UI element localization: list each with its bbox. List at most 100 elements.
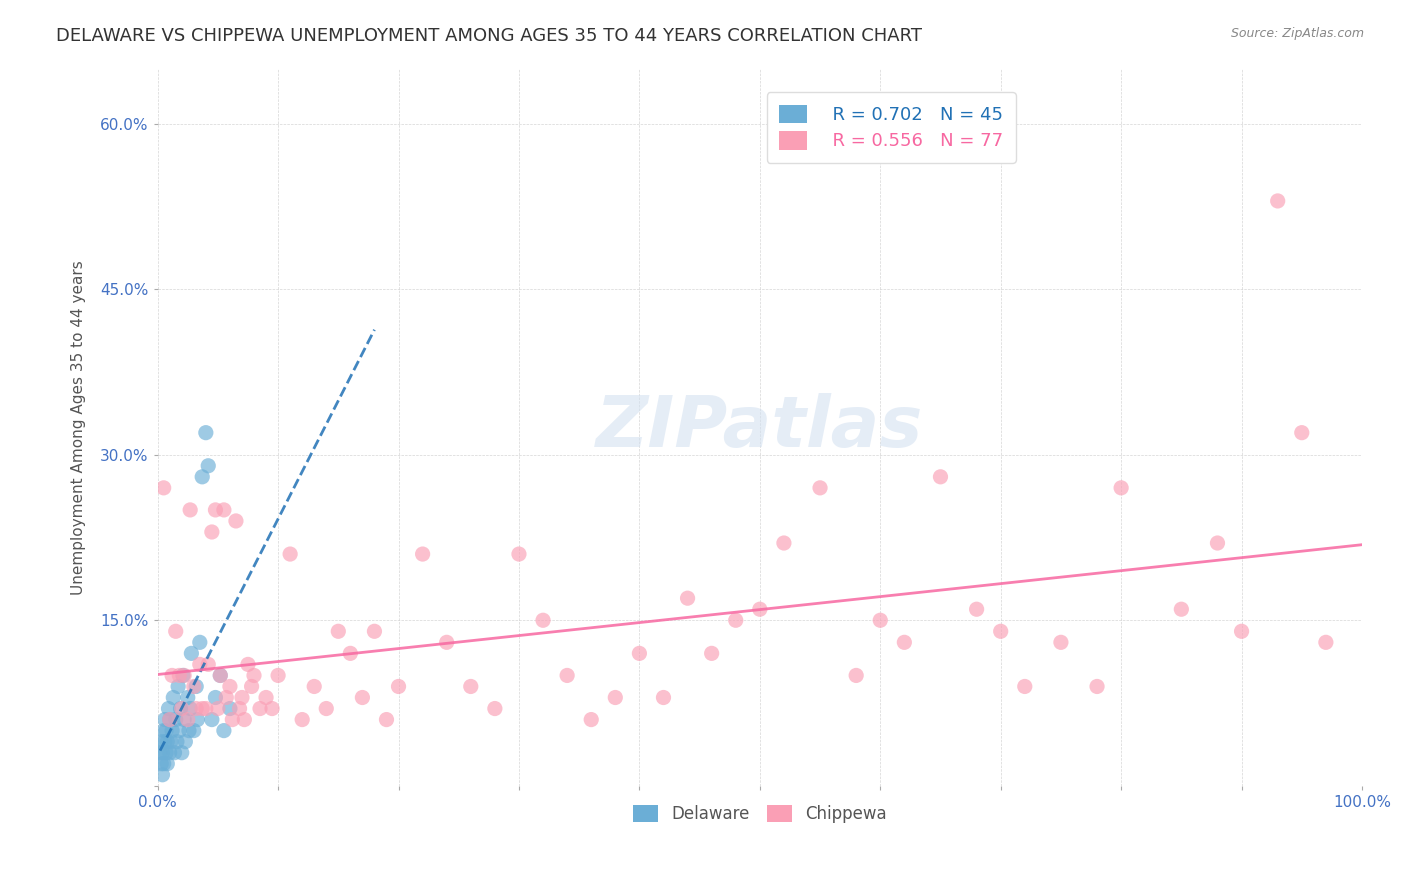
Point xyxy=(1109,481,1132,495)
Point xyxy=(748,602,770,616)
Point xyxy=(328,624,350,639)
Point xyxy=(1170,602,1192,616)
Point xyxy=(153,734,176,748)
Point xyxy=(605,690,627,705)
Point xyxy=(194,701,217,715)
Point xyxy=(155,723,177,738)
Point xyxy=(174,734,197,748)
Point xyxy=(167,680,190,694)
Point xyxy=(215,690,238,705)
Point xyxy=(221,713,243,727)
Point xyxy=(191,470,214,484)
Point xyxy=(460,680,482,694)
Point xyxy=(315,701,337,715)
Point xyxy=(156,756,179,771)
Point xyxy=(177,713,200,727)
Point xyxy=(152,768,174,782)
Point xyxy=(188,657,211,672)
Point xyxy=(172,668,194,682)
Point xyxy=(219,701,242,715)
Point xyxy=(162,690,184,705)
Point xyxy=(197,458,219,473)
Point xyxy=(262,701,284,715)
Point xyxy=(236,657,259,672)
Point xyxy=(179,701,201,715)
Point xyxy=(149,746,172,760)
Point xyxy=(893,635,915,649)
Point xyxy=(204,503,226,517)
Point xyxy=(579,713,602,727)
Point xyxy=(152,723,174,738)
Point xyxy=(929,470,952,484)
Point xyxy=(966,602,988,616)
Point xyxy=(209,668,232,682)
Point xyxy=(628,646,651,660)
Point xyxy=(170,746,193,760)
Point xyxy=(177,690,200,705)
Point xyxy=(267,668,290,682)
Point xyxy=(179,503,201,517)
Point xyxy=(233,713,256,727)
Point xyxy=(436,635,458,649)
Text: ZIPatlas: ZIPatlas xyxy=(596,392,924,462)
Point xyxy=(1085,680,1108,694)
Point xyxy=(869,613,891,627)
Point xyxy=(155,746,177,760)
Point xyxy=(194,425,217,440)
Point xyxy=(339,646,361,660)
Point xyxy=(773,536,796,550)
Point xyxy=(412,547,434,561)
Point xyxy=(375,713,398,727)
Point xyxy=(165,713,187,727)
Point xyxy=(212,723,235,738)
Point xyxy=(159,713,181,727)
Point xyxy=(1291,425,1313,440)
Point xyxy=(186,680,208,694)
Point xyxy=(1230,624,1253,639)
Point xyxy=(156,734,179,748)
Point xyxy=(207,701,229,715)
Point xyxy=(186,701,208,715)
Point xyxy=(219,680,242,694)
Point xyxy=(201,713,224,727)
Point xyxy=(173,668,195,682)
Point xyxy=(254,690,277,705)
Point xyxy=(170,701,193,715)
Point xyxy=(166,734,188,748)
Point xyxy=(153,713,176,727)
Text: Source: ZipAtlas.com: Source: ZipAtlas.com xyxy=(1230,27,1364,40)
Point xyxy=(1050,635,1073,649)
Legend: Delaware, Chippewa: Delaware, Chippewa xyxy=(621,793,898,835)
Point xyxy=(160,668,183,682)
Point xyxy=(676,591,699,606)
Point xyxy=(212,503,235,517)
Point xyxy=(150,734,173,748)
Point xyxy=(160,734,183,748)
Point xyxy=(152,756,174,771)
Point xyxy=(278,547,301,561)
Point xyxy=(169,723,191,738)
Point xyxy=(363,624,385,639)
Point xyxy=(1267,194,1289,208)
Point xyxy=(302,680,325,694)
Point xyxy=(183,680,205,694)
Point xyxy=(169,668,191,682)
Point xyxy=(191,701,214,715)
Point xyxy=(204,690,226,705)
Point xyxy=(152,481,174,495)
Point xyxy=(169,701,191,715)
Point xyxy=(197,657,219,672)
Point xyxy=(484,701,506,715)
Point xyxy=(209,668,232,682)
Point xyxy=(243,668,266,682)
Point xyxy=(201,524,224,539)
Text: DELAWARE VS CHIPPEWA UNEMPLOYMENT AMONG AGES 35 TO 44 YEARS CORRELATION CHART: DELAWARE VS CHIPPEWA UNEMPLOYMENT AMONG … xyxy=(56,27,922,45)
Point xyxy=(188,635,211,649)
Point xyxy=(508,547,530,561)
Point xyxy=(186,713,208,727)
Point xyxy=(157,701,180,715)
Point xyxy=(845,668,868,682)
Point xyxy=(183,723,205,738)
Point xyxy=(1315,635,1337,649)
Point xyxy=(177,723,200,738)
